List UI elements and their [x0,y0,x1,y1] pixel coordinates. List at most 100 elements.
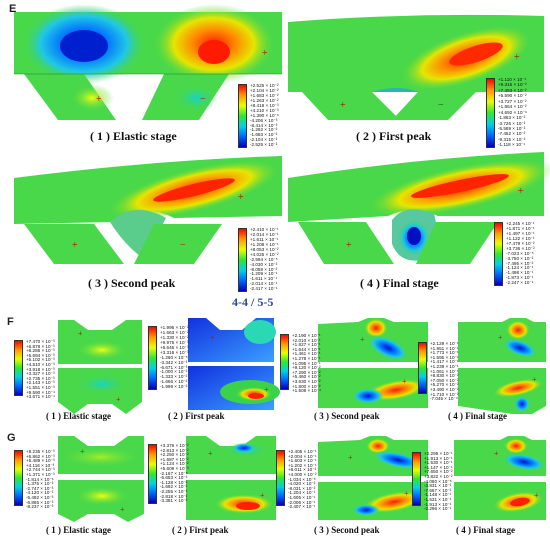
colorbar-values: +1.110 × 10⁻¹ +9.316 × 10⁻² +7.453 × 10⁻² +… [498,77,527,148]
svg-text:+: + [96,94,102,105]
legend-value: -7.023 × 10⁻⁵ [506,250,534,256]
legend-value: -1.913 × 10⁻¹ [424,501,452,507]
legend-value: +1.208 × 10⁻¹ [250,241,279,247]
legend-value: -1.814 × 10⁻⁶ [26,476,54,482]
legend-value: -4.206 × 10⁻³ [250,117,278,123]
legend-value: +7.650 × 10⁻² [424,469,453,475]
legend-value: -2.167 × 10⁻⁵ [160,470,188,476]
legend-value: -4.060 × 10⁻⁵ [424,478,452,484]
svg-text:+: + [514,52,520,63]
legend-value: +1.278 × 10⁻¹ [292,355,321,361]
colorbar [238,84,247,148]
legend-value: -1.204 × 10⁻¹ [288,490,316,496]
legend-value: +5.102 × 10⁻³ [26,357,55,363]
legend-value: -3.381 × 10⁻² [160,498,188,504]
svg-text:−: − [438,100,444,111]
legend-value: +1.663 × 10⁻² [160,329,189,335]
legend-value: -1.611 × 10⁻¹ [250,276,277,282]
legend-value: +1.147 × 10⁻¹ [424,464,453,470]
svg-text:+: + [260,491,265,500]
legend-value: +2.004 × 10⁻¹ [288,453,317,459]
colorbar-legend-g3: +2.405 × 10⁻¹ +2.004 × 10⁻¹ +1.603 × 10⁻¹ +… [276,449,317,509]
legend-value: +2.410 × 10⁻¹ [250,227,279,232]
svg-text:−: − [180,240,186,251]
colorbar [486,78,495,148]
legend-value: +1.461 × 10⁻¹ [292,351,321,357]
svg-text:+: + [208,449,213,458]
legend-value: +3.490 × 10⁻² [430,386,459,392]
legend-value: -1.118 × 10⁻¹ [498,142,525,148]
legend-value: -6.865 × 10⁻³ [26,499,54,505]
contour-plot-g2: + + [186,436,276,520]
contour-plot-e4: + + [288,152,550,264]
legend-value: -4.120 × 10⁻³ [26,490,54,496]
legend-value: -2.818 × 10⁻² [160,493,188,499]
legend-value: -8.031 × 10⁻² [288,485,316,491]
legend-value: +2.735 × 10⁻³ [26,375,55,381]
contour-plot-e2: + + − [288,14,544,120]
legend-value: +2.190 × 10⁻¹ [292,333,321,338]
legend-value: +3.327 × 10⁻³ [26,371,55,377]
legend-value: +1.951 × 10⁻¹ [430,345,459,351]
contour-plot-f3: + + [318,318,428,408]
legend-value: +1.202 × 10⁻¹ [288,462,317,468]
caption-f2: ( 2 ) First peak [168,411,225,421]
legend-value: -2.296 × 10⁻¹ [424,506,452,512]
legend-value: -5.492 × 10⁻³ [26,494,54,500]
legend-value: -2.247 × 10⁻¹ [506,280,534,286]
colorbar-values: +8.235 × 10⁻³ +6.862 × 10⁻³ +5.489 × 10⁻³ +… [26,449,55,508]
colorbar [14,450,23,506]
caption-f1: ( 1 ) Elastic stage [46,411,111,421]
contour-plot-e1: + + − [14,4,282,120]
legend-value: -1.683 × 10⁻² [250,132,278,138]
legend-value: +2.104 × 10⁻² [250,87,279,93]
colorbar-values: +2.190 × 10⁻¹ +2.010 × 10⁻¹ +1.827 × 10⁻¹ +… [292,333,321,392]
colorbar-values: +2.525 × 10⁻² +2.104 × 10⁻² +1.683 × 10⁻² +… [250,83,279,148]
legend-value: +1.871 × 10⁻¹ [506,225,535,231]
legend-value: -1.873 × 10⁻¹ [506,275,534,281]
legend-value: +7.479 × 10⁻² [506,240,535,246]
svg-text:+: + [346,240,352,251]
legend-value: +3.822 × 10⁻² [424,473,453,479]
colorbar-values: +2.295 × 10⁻¹ +1.913 × 10⁻¹ +1.530 × 10⁻¹ +… [424,451,453,510]
colorbar-legend-f1: +7.470 × 10⁻³ +6.878 × 10⁻³ +6.286 × 10⁻³ +… [14,339,55,399]
contour-plot-g4: + + [454,436,546,520]
legend-value: -3.750 × 10⁻² [506,255,534,261]
legend-value: +8.011 × 10⁻² [288,467,317,473]
svg-text:+: + [534,491,539,500]
contour-plot-g3: + + [318,436,428,520]
legend-value: +3.671 × 10⁻⁴ [26,394,55,400]
colorbar-legend-f3: +2.190 × 10⁻¹ +2.010 × 10⁻¹ +1.827 × 10⁻¹ +… [280,333,321,393]
svg-text:+: + [264,385,269,394]
legend-value: +1.330 × 10⁻² [160,334,189,340]
legend-value: +7.470 × 10⁻³ [26,339,55,344]
legend-value: -3.831 × 10⁻² [424,483,452,489]
legend-value: -1.128 × 10⁻² [160,479,188,485]
colorbar [418,342,427,394]
legend-value: -1.148 × 10⁻¹ [424,492,452,498]
legend-value: +5.270 × 10⁻² [430,382,459,388]
legend-value: +5.609 × 10⁻³ [160,466,189,472]
legend-value: +7.050 × 10⁻² [430,377,459,383]
colorbar-legend-f4: +2.129 × 10⁻¹ +1.951 × 10⁻¹ +1.773 × 10⁻¹ +… [418,341,459,401]
panel-letter-g: G [7,432,16,444]
legend-value: -4.030 × 10⁻² [250,261,278,267]
legend-value: +6.862 × 10⁻³ [26,453,55,459]
legend-value: +2.295 × 10⁻¹ [424,451,453,456]
legend-value: +6.646 × 10⁻³ [160,344,189,350]
legend-value: -8.058 × 10⁻² [250,266,278,272]
caption-g1: ( 1 ) Elastic stage [46,525,111,535]
legend-value: -9.315 × 10⁻² [498,136,526,142]
colorbar-legend-g1: +8.235 × 10⁻³ +6.862 × 10⁻³ +5.489 × 10⁻³ +… [14,449,55,509]
panel-letter-e: E [9,3,17,15]
legend-value: +8.235 × 10⁻³ [26,449,55,454]
svg-text:+: + [78,329,83,338]
legend-value: -2.525 × 10⁻² [250,142,278,148]
svg-text:+: + [238,192,244,203]
legend-value: +1.239 × 10⁻¹ [430,363,459,369]
legend-value: +4.116 × 10⁻³ [26,462,55,468]
legend-value: -5.589 × 10⁻² [498,125,526,131]
legend-value: +2.143 × 10⁻³ [26,380,55,386]
legend-value: +1.417 × 10⁻¹ [430,359,459,365]
legend-value: +1.095 × 10⁻¹ [292,360,321,366]
